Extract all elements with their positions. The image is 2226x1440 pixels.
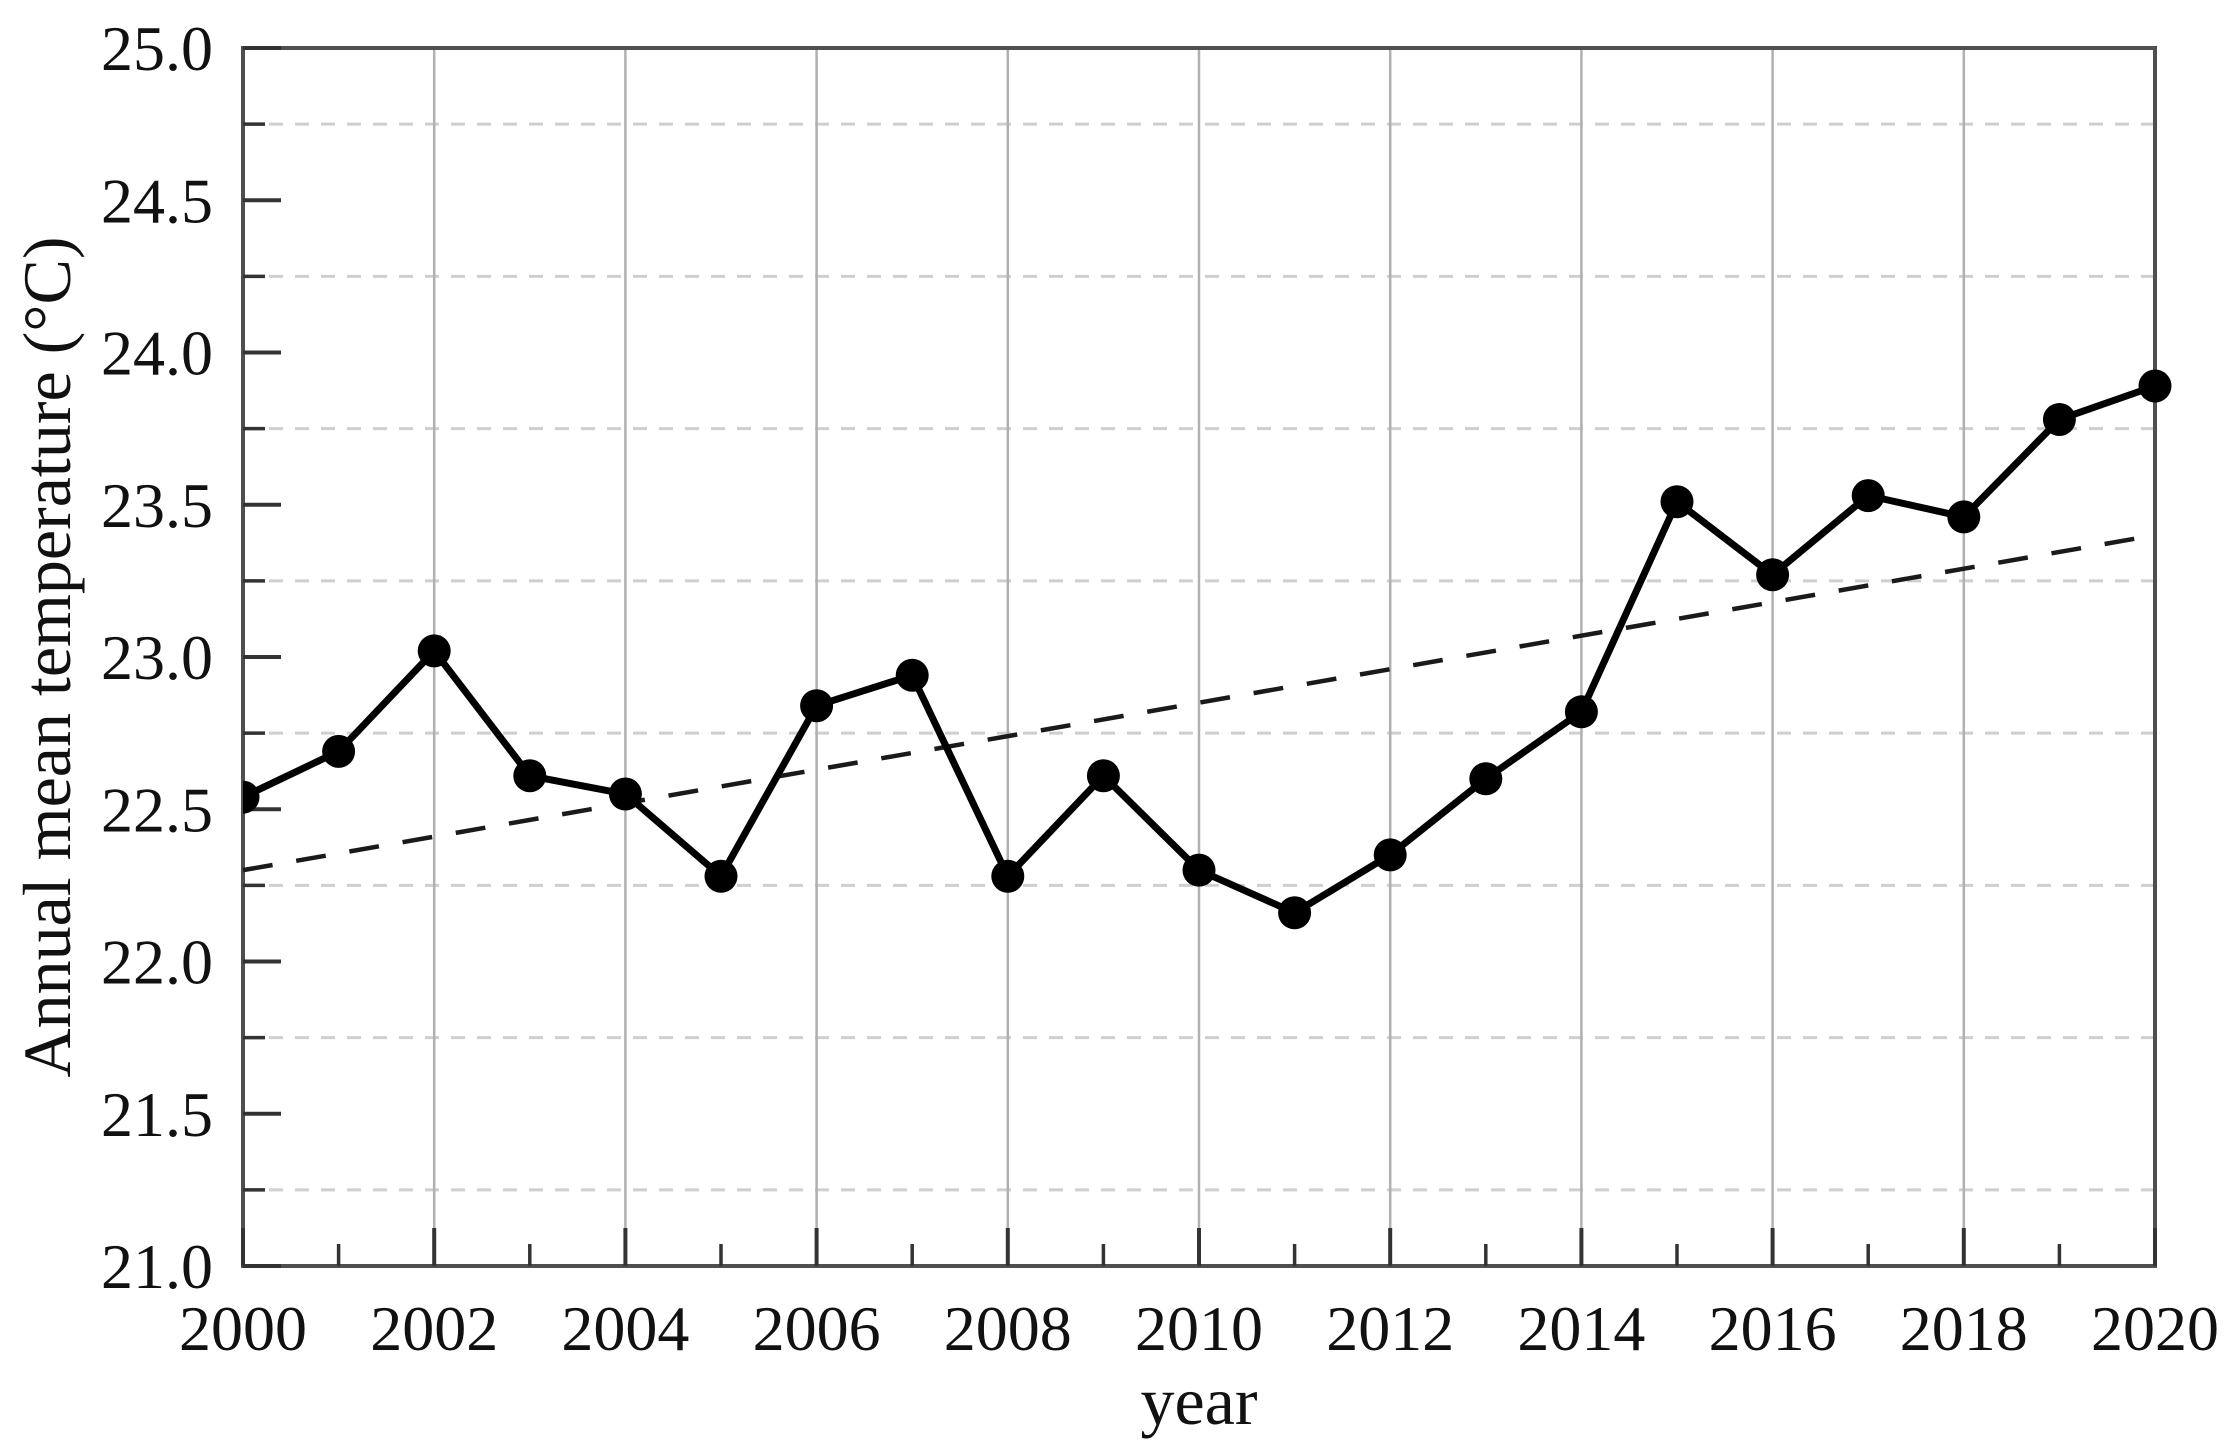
data-point-2010: [1182, 853, 1216, 887]
data-point-2018: [1947, 500, 1981, 534]
x-tick-label-2014: 2014: [1517, 1293, 1645, 1364]
x-tick-label-2004: 2004: [561, 1293, 689, 1364]
x-tick-label-2020: 2020: [2091, 1293, 2219, 1364]
x-tick-label-2010: 2010: [1135, 1293, 1263, 1364]
data-series-group: [243, 369, 2172, 930]
x-tick-label-2016: 2016: [1709, 1293, 1837, 1364]
data-point-2005: [704, 859, 738, 893]
y-tick-label-24.0: 24.0: [101, 318, 213, 389]
axis-ticks: [241, 46, 2157, 1268]
y-tick-label-22.0: 22.0: [101, 927, 213, 998]
horizontal-dashed-gridlines: [243, 122, 2155, 1192]
data-point-2013: [1469, 762, 1503, 796]
x-tick-label-2006: 2006: [753, 1293, 881, 1364]
data-point-2017: [1851, 479, 1885, 513]
y-tick-label-23.5: 23.5: [101, 470, 213, 541]
data-point-2009: [1086, 759, 1120, 793]
data-point-2003: [513, 759, 547, 793]
y-tick-label-23.0: 23.0: [101, 622, 213, 693]
y-axis-title: Annual mean temperature (°C): [9, 237, 85, 1078]
x-axis-title: year: [1140, 1363, 1257, 1439]
y-tick-label-22.5: 22.5: [101, 774, 213, 845]
vertical-solid-gridlines: [432, 48, 1966, 1266]
x-tick-label-2008: 2008: [944, 1293, 1072, 1364]
data-point-2000: [243, 780, 260, 814]
y-axis-tick-labels: 21.0 21.5 22.0 22.5 23.0 23.5 24.0 24.5 25.0: [101, 13, 213, 1302]
data-point-2015: [1660, 485, 1694, 519]
data-point-2012: [1373, 838, 1407, 872]
data-point-2007: [895, 658, 929, 692]
x-tick-label-2002: 2002: [370, 1293, 498, 1364]
data-point-2006: [800, 689, 834, 723]
data-point-2008: [991, 859, 1025, 893]
data-point-2002: [417, 634, 451, 668]
data-point-2019: [2042, 402, 2076, 436]
x-tick-label-2018: 2018: [1900, 1293, 2028, 1364]
y-tick-label-25.0: 25.0: [101, 13, 213, 84]
data-point-2016: [1756, 558, 1790, 592]
data-point-2020: [2138, 369, 2172, 403]
x-tick-label-2012: 2012: [1326, 1293, 1454, 1364]
data-point-2001: [322, 734, 356, 768]
data-point-2011: [1278, 896, 1312, 930]
y-tick-label-21.0: 21.0: [101, 1231, 213, 1302]
x-axis-tick-labels: 2000 2002 2004 2006 2008 2010 2012 2014 2016 2018…: [179, 1293, 2219, 1364]
x-tick-label-2000: 2000: [179, 1293, 307, 1364]
y-tick-label-21.5: 21.5: [101, 1079, 213, 1150]
data-point-2004: [608, 777, 642, 811]
data-point-2014: [1564, 695, 1598, 729]
y-tick-label-24.5: 24.5: [101, 165, 213, 236]
